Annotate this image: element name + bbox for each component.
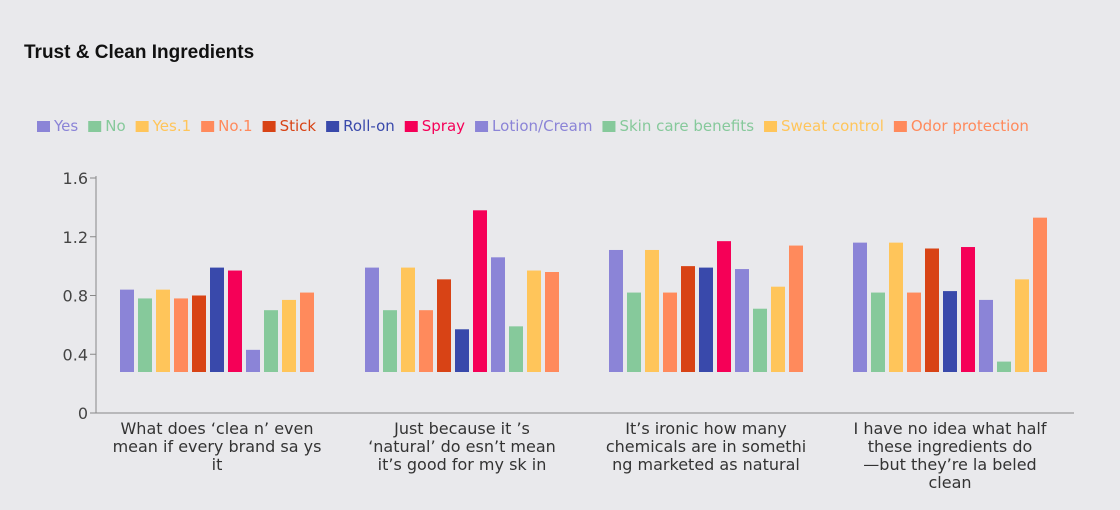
bar [871,292,885,372]
bar [943,291,957,372]
bar [681,266,695,372]
legend-label: No.1 [218,117,252,135]
category-label: What does ‘clea n’ even mean if every bra… [113,419,322,474]
legend-swatch [404,121,418,132]
y-tick-label: 0.8 [63,287,88,306]
legend-swatch [37,121,50,132]
y-tick-label: 1.2 [63,228,88,247]
legend-swatch [326,121,340,132]
bar [192,295,206,372]
category-label-line: clean [928,473,971,492]
legend-swatch [764,121,778,132]
bar [228,270,242,372]
bar [120,289,134,372]
legend-label: Sweat control [781,117,884,135]
category-label: I have no idea what half these ingredient… [854,419,1047,492]
legend-swatch [262,121,276,132]
bar [437,279,451,372]
category-label-line: —but they’re la beled [863,455,1036,474]
bar [545,272,559,372]
bar [1033,217,1047,372]
legend-label: Roll-on [343,117,395,135]
legend-swatch [135,121,149,132]
legend-swatch [893,121,907,132]
category-label-line: these ingredients do [868,437,1033,456]
category-label-line: What does ‘clea n’ even [120,419,313,438]
bar [264,310,278,372]
legend-swatch [201,121,215,132]
bar [1015,279,1029,372]
legend-label: Spray [422,117,465,135]
category-label: Just because it ’s ‘natural’ do esn’t mea… [368,419,556,474]
bars [120,210,1047,372]
legend-swatch [88,121,102,132]
category-label-line: mean if every brand sa ys [113,437,322,456]
bar [645,249,659,372]
bar [997,361,1011,372]
bar [771,286,785,372]
bar [156,289,170,372]
bar [717,241,731,372]
legend-label: No [105,117,125,135]
chart-title: Trust & Clean Ingredients [24,42,255,63]
bar [246,349,260,372]
bar [455,329,469,372]
bar [527,270,541,372]
legend-label: Skin care benefits [619,117,754,135]
bar [509,326,523,372]
bar [282,299,296,372]
bar [889,242,903,372]
bar [699,267,713,372]
category-label-line: it [212,455,223,474]
legend-swatch [602,121,616,132]
legend: Yes No Yes.1 No.1 Stick Roll-on Spray Lotion/Cr… [37,117,1029,135]
category-label-line: ng marketed as natural [612,455,800,474]
bar [419,310,433,372]
bar [907,292,921,372]
axes: 0 0.4 0.8 1.2 1.6 [63,169,1074,423]
category-label-line: it’s good for my sk in [378,455,547,474]
bar [853,242,867,372]
category-label: It’s ironic how many chemicals are in som… [606,419,806,474]
bar [174,298,188,372]
bar [609,249,623,372]
bar [925,248,939,372]
y-tick-label: 0 [78,404,88,423]
bar [210,267,224,372]
category-label-line: Just because it ’s [393,419,530,438]
category-label-line: I have no idea what half [854,419,1047,438]
bar [627,292,641,372]
legend-label: Odor protection [911,117,1029,135]
bar [753,308,767,372]
bar [961,247,975,372]
y-tick-label: 1.6 [63,169,88,188]
bar [383,310,397,372]
bar [401,267,415,372]
legend-label: Yes.1 [152,117,192,135]
bar [138,298,152,372]
category-labels: What does ‘clea n’ even mean if every bra… [113,419,1047,492]
legend-label: Yes [53,117,78,135]
category-label-line: It’s ironic how many [625,419,787,438]
category-label-line: chemicals are in somethi [606,437,806,456]
bar [491,257,505,372]
bar [473,210,487,372]
bar [365,267,379,372]
category-label-line: ‘natural’ do esn’t mean [368,437,556,456]
legend-label: Stick [280,117,317,135]
bar [300,292,314,372]
legend-label: Lotion/Cream [492,117,592,135]
bar [789,245,803,372]
bar [663,292,677,372]
legend-swatch [475,121,489,132]
bar [735,269,749,372]
y-tick-label: 0.4 [63,345,88,364]
bar [979,299,993,372]
